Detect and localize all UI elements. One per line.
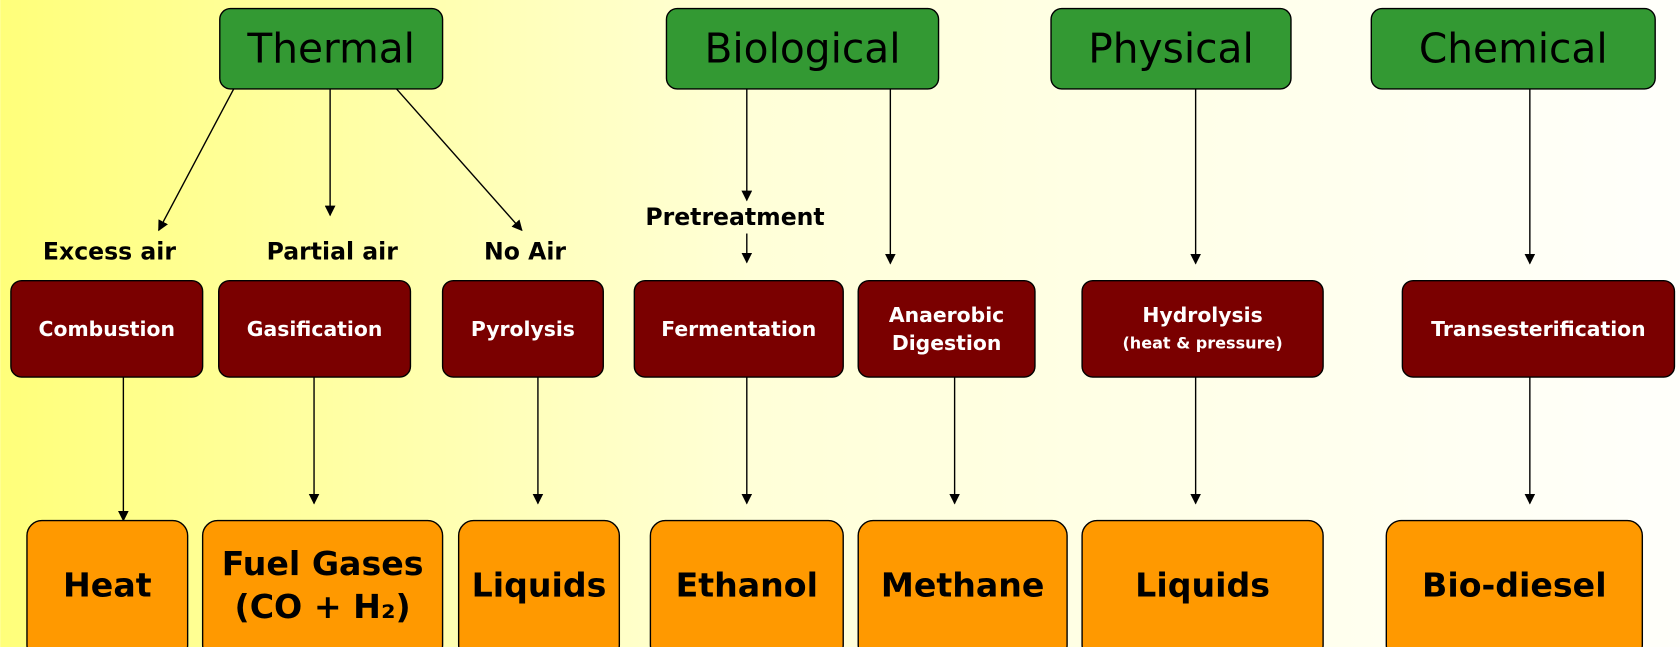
process-box xyxy=(10,279,204,378)
process-label: Anaerobic xyxy=(889,303,1004,327)
category-box xyxy=(1050,7,1292,90)
product-label: (CO + H₂) xyxy=(235,587,411,626)
process-box xyxy=(1401,279,1676,378)
product-label: Methane xyxy=(881,566,1045,605)
product-box xyxy=(457,519,621,647)
product-box xyxy=(649,519,844,647)
category-label: Biological xyxy=(704,24,900,72)
product-box xyxy=(1385,519,1644,647)
process-box xyxy=(218,279,412,378)
product-label: Bio-diesel xyxy=(1422,566,1607,605)
process-label: Digestion xyxy=(892,331,1002,355)
category-label: Physical xyxy=(1088,24,1254,72)
product-label: Heat xyxy=(63,566,152,605)
process-label: Hydrolysis xyxy=(1142,303,1262,327)
process-label: Fermentation xyxy=(661,317,816,341)
product-box xyxy=(26,519,189,647)
edge-label: Partial air xyxy=(267,237,399,265)
category-label: Thermal xyxy=(246,24,415,72)
process-label: Pyrolysis xyxy=(471,317,575,341)
product-label: Liquids xyxy=(1135,566,1270,605)
edge-label: Excess air xyxy=(43,237,176,265)
product-box xyxy=(201,519,444,647)
process-box xyxy=(857,279,1036,378)
process-label: (heat & pressure) xyxy=(1122,333,1282,352)
product-box xyxy=(857,519,1068,647)
process-box xyxy=(633,279,844,378)
process-label: Transesterification xyxy=(1431,317,1645,341)
arrow xyxy=(396,88,523,232)
process-box xyxy=(1081,279,1324,378)
process-box xyxy=(441,279,604,378)
edge-label: Pretreatment xyxy=(645,203,824,231)
process-label: Gasification xyxy=(247,317,383,341)
process-label: Combustion xyxy=(39,317,175,341)
edge-label: No Air xyxy=(484,237,566,265)
arrows xyxy=(118,88,1536,522)
category-box xyxy=(665,7,940,90)
category-box xyxy=(1370,7,1656,90)
product-label: Fuel Gases xyxy=(222,544,424,583)
product-label: Ethanol xyxy=(676,566,818,605)
product-box xyxy=(1081,519,1324,647)
arrow xyxy=(158,88,235,232)
category-box xyxy=(219,7,444,90)
category-label: Chemical xyxy=(1419,24,1608,72)
product-label: Liquids xyxy=(472,566,607,605)
